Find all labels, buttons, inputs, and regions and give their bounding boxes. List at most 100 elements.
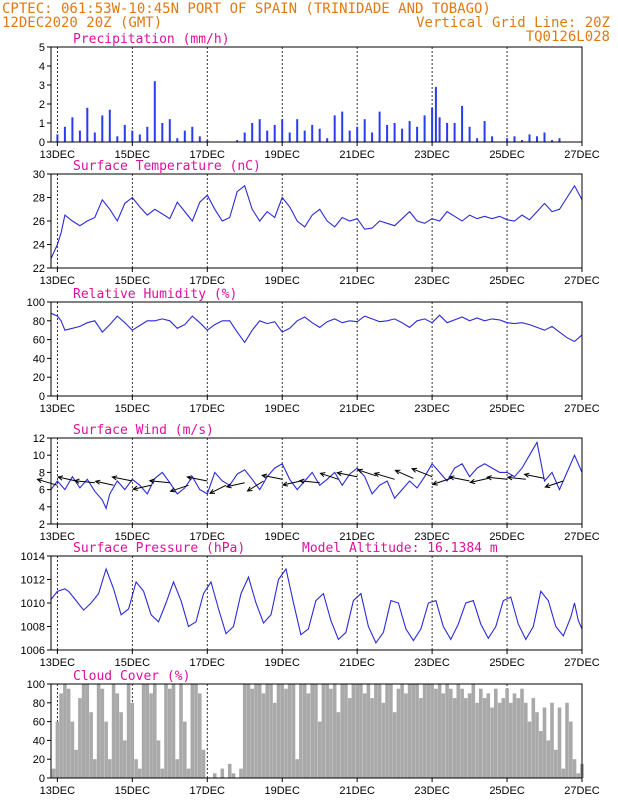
wind-arrow [356, 468, 377, 477]
x-tick-label: 25DEC [489, 657, 525, 669]
plot-frame [50, 301, 583, 397]
x-tick-label: 19DEC [264, 149, 300, 161]
bar-mark [59, 693, 63, 778]
bar-mark [261, 693, 266, 778]
bar-mark [347, 698, 352, 778]
bar-mark [576, 773, 581, 778]
bar-mark [206, 140, 209, 142]
x-tick-label: 15DEC [115, 657, 151, 669]
bar-mark [74, 749, 78, 778]
wind-arrow [36, 478, 58, 486]
bar-mark [326, 138, 329, 142]
x-tick-label: 17DEC [190, 657, 226, 669]
wind-arrow [56, 475, 77, 482]
y-tick-label: 2 [39, 99, 45, 111]
wind-arrow [186, 475, 208, 482]
wind-arrow [469, 477, 489, 485]
bar-mark [273, 124, 276, 142]
bar-mark [329, 688, 333, 778]
bar-mark [374, 684, 378, 778]
bar-mark [303, 130, 306, 142]
bar-mark [66, 688, 71, 778]
bar-mark [453, 123, 456, 142]
bar-mark [291, 684, 296, 778]
bar-mark [437, 684, 442, 778]
wind-arrow [111, 475, 133, 482]
bar-mark [257, 684, 262, 778]
bar-mark [438, 117, 441, 142]
bar-mark [251, 123, 254, 142]
y-tick-label: 24 [33, 240, 45, 252]
bar-mark [513, 136, 516, 142]
bar-mark [175, 759, 180, 778]
panel-title: Cloud Cover (%) [73, 669, 190, 684]
bar-mark [471, 684, 476, 778]
x-tick-label: 23DEC [414, 149, 450, 161]
bar-mark [558, 138, 561, 142]
y-tick-label: 20 [33, 754, 45, 766]
bar-mark [449, 688, 453, 778]
x-tick-label: 19DEC [264, 403, 300, 415]
bar-mark [497, 702, 502, 778]
bar-mark [404, 693, 408, 778]
x-tick-label: 17DEC [190, 149, 226, 161]
y-tick-label: 6 [39, 485, 45, 497]
bar-mark [265, 684, 269, 778]
bar-mark [535, 712, 539, 778]
plot-frame [50, 683, 583, 779]
bar-mark [486, 693, 491, 778]
bar-mark [423, 115, 426, 142]
bar-mark [160, 768, 165, 778]
wind-arrow [544, 480, 564, 489]
plot-frame [50, 173, 583, 269]
bar-mark [168, 688, 172, 778]
y-tick-label: 1014 [21, 551, 45, 563]
x-tick-label: 13DEC [40, 149, 76, 161]
bar-mark [287, 684, 292, 778]
bar-mark [396, 688, 401, 778]
panel-3: 0 20 40 60 80 100 13DEC 15DEC 17DEC 19DEC 21DEC 23D… [27, 287, 600, 415]
bar-mark [569, 721, 573, 778]
bar-mark [482, 698, 487, 778]
y-tick-label: 20 [33, 372, 45, 384]
bar-mark [134, 759, 138, 778]
bar-mark [318, 128, 321, 142]
bar-mark [468, 126, 471, 142]
bar-mark [561, 768, 566, 778]
x-tick-label: 23DEC [414, 275, 450, 287]
bar-mark [55, 721, 60, 778]
x-tick-label: 27DEC [564, 149, 600, 161]
bar-mark [56, 134, 59, 142]
bar-mark [456, 684, 461, 778]
x-tick-label: 23DEC [414, 403, 450, 415]
bar-mark [145, 684, 150, 778]
wind-arrow [431, 477, 451, 486]
panel-5: 1006 1008 1010 1012 1014 13DEC 15DEC 17DEC 19DEC… [21, 541, 600, 669]
bar-mark [377, 684, 382, 778]
bar-mark [284, 688, 288, 778]
x-tick-label: 23DEC [414, 785, 450, 797]
bar-mark [445, 684, 449, 778]
bar-mark [138, 134, 141, 142]
bar-mark [89, 712, 93, 778]
bar-mark [198, 693, 202, 778]
bar-mark [295, 759, 299, 778]
panel-title: Precipitation (mm/h) [73, 32, 230, 47]
wind-arrow [261, 473, 283, 480]
bar-mark [415, 684, 419, 778]
x-tick-label: 21DEC [339, 785, 375, 797]
bar-mark [63, 684, 67, 778]
bar-mark [524, 702, 528, 778]
bar-mark [314, 684, 318, 778]
bar-mark [475, 702, 479, 778]
panel-2: 22 24 26 28 30 13DEC 15DEC 17DEC 19DEC 21DEC 23DEC… [33, 159, 600, 287]
y-tick-label: 40 [33, 353, 45, 365]
bar-mark [138, 768, 142, 778]
y-tick-label: 100 [27, 679, 45, 691]
x-tick-label: 27DEC [564, 785, 600, 797]
bar-mark [272, 702, 277, 778]
bar-mark [276, 684, 281, 778]
bar-mark [183, 721, 187, 778]
bar-mark [161, 123, 164, 142]
wind-arrow [411, 467, 433, 478]
